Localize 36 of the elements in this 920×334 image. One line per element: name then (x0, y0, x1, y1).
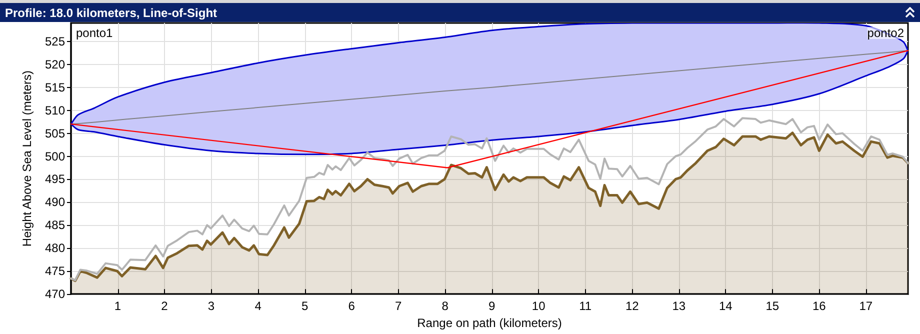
y-tick-label: 510 (44, 103, 66, 118)
x-tick-label: 13 (672, 299, 686, 314)
x-tick-label: 10 (532, 299, 546, 314)
y-tick-label: 525 (44, 34, 66, 48)
chart-title: Profile: 18.0 kilometers, Line-of-Sight (5, 5, 218, 21)
y-tick-label: 485 (44, 218, 66, 232)
x-tick-label: 11 (579, 299, 592, 314)
y-tick-label: 470 (44, 287, 66, 302)
x-tick-label: 17 (859, 299, 873, 314)
annotation: ponto2 (867, 26, 904, 40)
y-tick-label: 520 (44, 57, 66, 72)
x-tick-label: 15 (766, 299, 780, 314)
x-tick-label: 4 (254, 299, 262, 314)
x-tick-label: 3 (208, 299, 215, 314)
x-tick-label: 9 (488, 299, 496, 314)
x-tick-label: 14 (718, 299, 733, 314)
x-tick-label: 12 (625, 299, 640, 314)
x-axis-title: Range on path (kilometers) (417, 316, 562, 330)
x-tick-label: 6 (348, 299, 356, 314)
y-tick-label: 505 (44, 126, 66, 140)
y-axis-title: Height Above Sea Level (meters) (20, 70, 34, 247)
y-tick-label: 500 (44, 149, 66, 164)
line-series (70, 117, 909, 282)
x-tick-label: 8 (442, 299, 449, 314)
y-tick-label: 515 (44, 80, 66, 94)
annotation: ponto1 (76, 26, 114, 40)
x-tick-label: 1 (114, 299, 122, 314)
x-tick-label: 2 (161, 299, 168, 314)
line-series (70, 50, 908, 125)
x-tick-label: 5 (301, 299, 308, 314)
x-tick-label: 16 (812, 299, 826, 314)
y-tick-label: 490 (44, 195, 66, 210)
x-tick-label: 7 (394, 299, 402, 314)
y-tick-label: 475 (44, 264, 66, 278)
y-tick-label: 480 (44, 241, 66, 256)
y-tick-label: 495 (44, 172, 66, 186)
